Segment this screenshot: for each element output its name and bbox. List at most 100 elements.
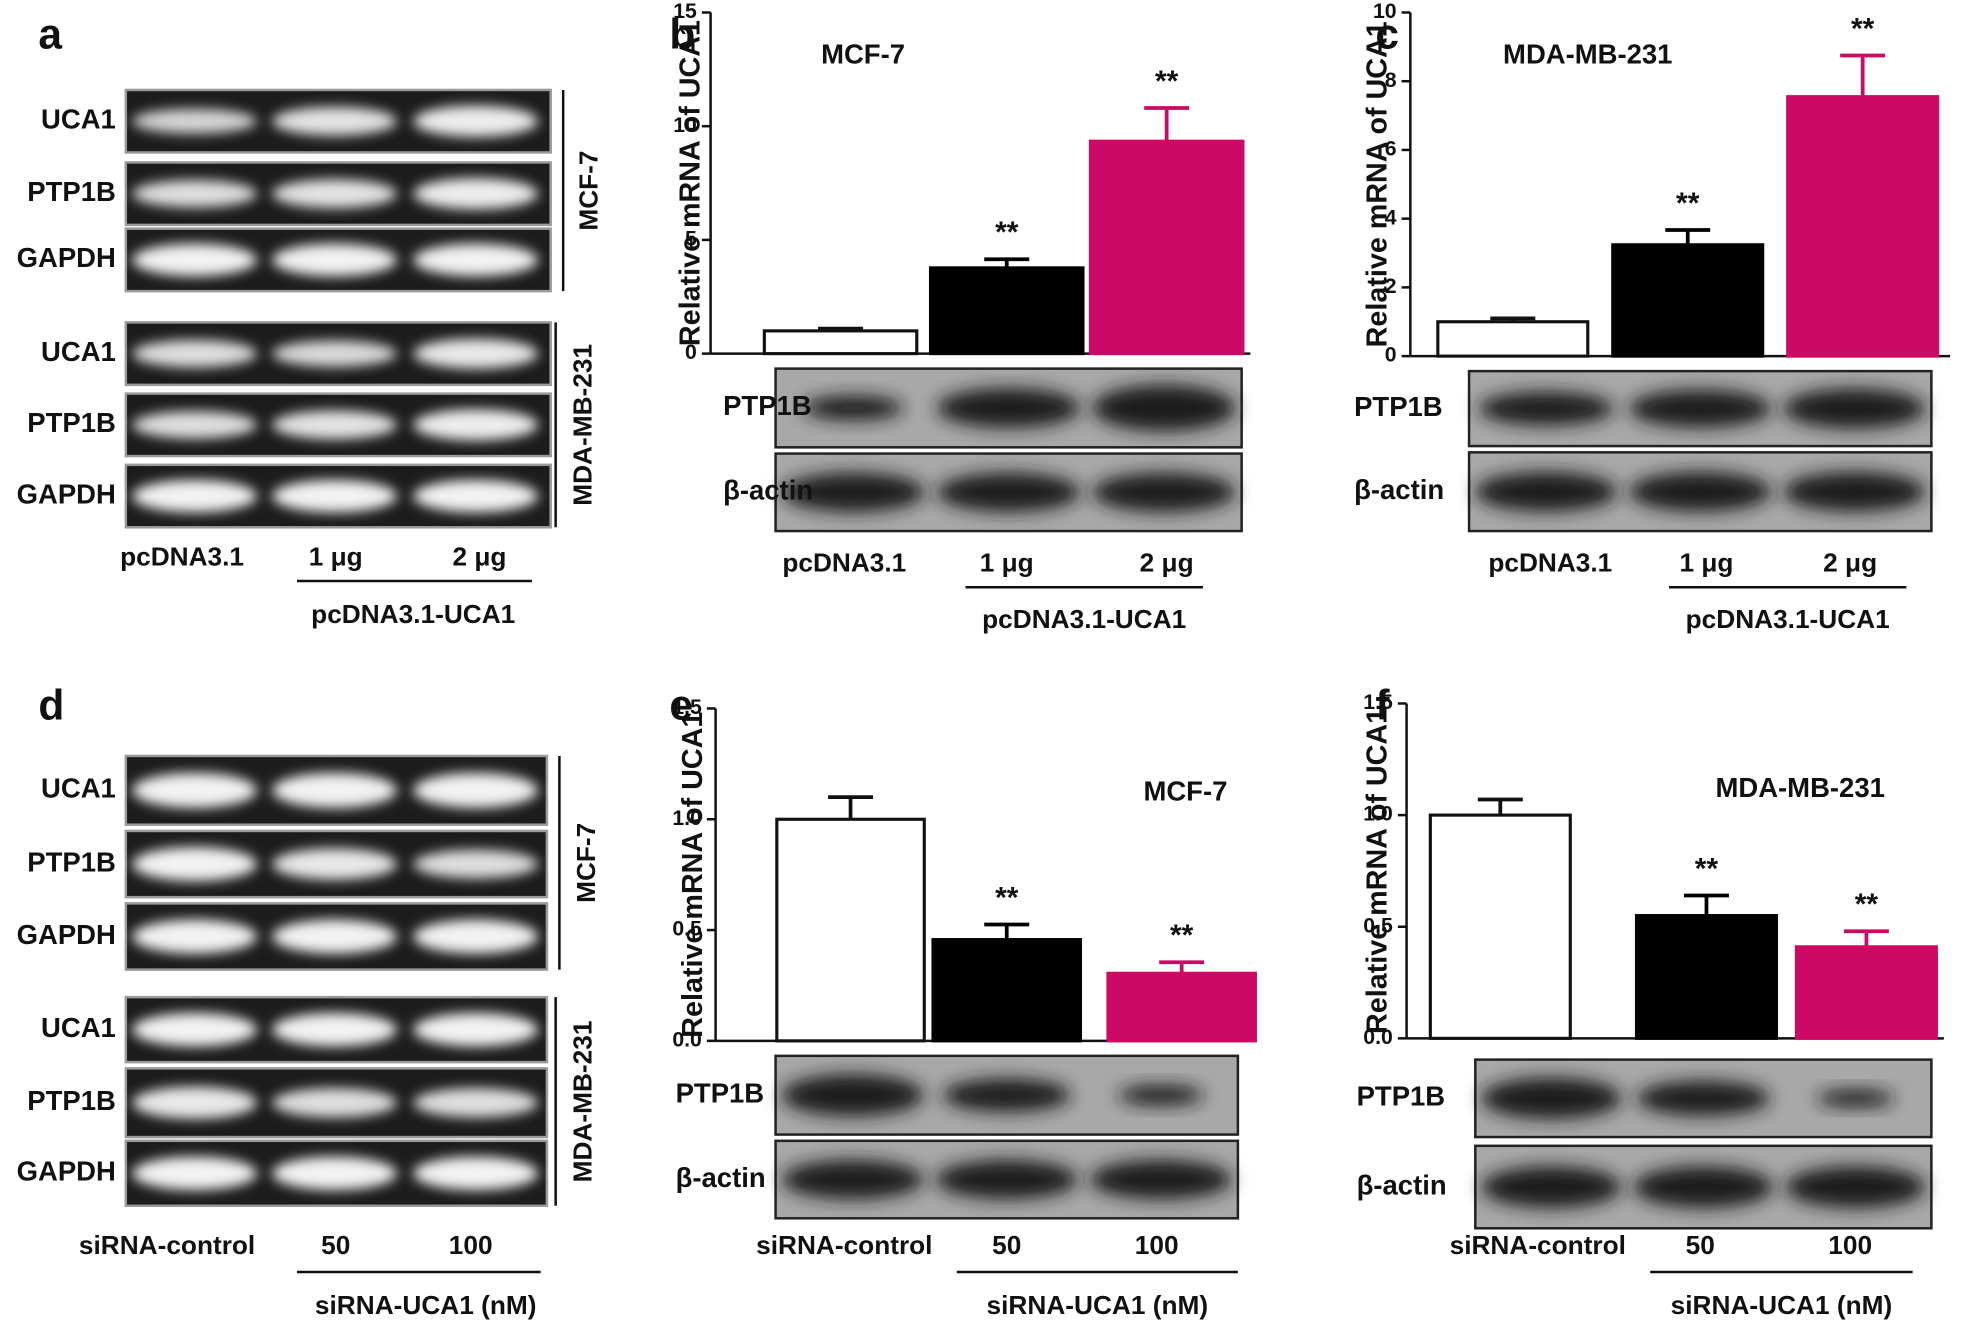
lane-label: siRNA-control bbox=[79, 1230, 255, 1260]
gel-band bbox=[132, 479, 258, 513]
blot-band bbox=[1783, 471, 1926, 512]
chart-annotation: MDA-MB-231 bbox=[1503, 38, 1672, 69]
gel-band bbox=[413, 1156, 539, 1191]
x-tick-label: pcDNA3.1 bbox=[1488, 548, 1612, 578]
y-tick-label: 1.0 bbox=[1363, 802, 1393, 826]
significance-mark: ** bbox=[1851, 12, 1875, 45]
panel-letter: b bbox=[669, 12, 695, 59]
blot-band bbox=[942, 1078, 1071, 1112]
gel-band bbox=[132, 339, 258, 368]
gel-band bbox=[413, 1012, 539, 1047]
significance-mark: ** bbox=[995, 881, 1019, 914]
gel-band bbox=[132, 243, 258, 277]
row-label: GAPDH bbox=[17, 919, 116, 950]
blot-band bbox=[1089, 1160, 1232, 1200]
blot-band bbox=[1474, 471, 1618, 512]
gel-band bbox=[272, 340, 397, 367]
lane-label: 2 μg bbox=[452, 541, 506, 571]
blot-band bbox=[781, 1160, 924, 1200]
y-axis-label: Relative mRNA of UCA1 bbox=[1362, 708, 1394, 1034]
blot-band bbox=[1118, 1085, 1204, 1106]
lane-label: 100 bbox=[449, 1230, 493, 1260]
lane-label: 1 μg bbox=[309, 541, 363, 571]
y-axis-label: Relative mRNA of UCA1 bbox=[1362, 21, 1394, 347]
panel-letter: d bbox=[38, 683, 64, 730]
x-tick-label: 2 μg bbox=[1140, 548, 1194, 578]
gel-band bbox=[413, 479, 539, 513]
treatment-label: pcDNA3.1-UCA1 bbox=[311, 599, 515, 629]
treatment-label: pcDNA3.1-UCA1 bbox=[982, 604, 1186, 634]
blot-band bbox=[1481, 1166, 1622, 1208]
gel-band bbox=[272, 848, 397, 880]
gel-band bbox=[413, 105, 539, 137]
y-tick-label: 0.5 bbox=[1363, 913, 1393, 937]
x-tick-label: siRNA-control bbox=[756, 1230, 932, 1260]
blot-label: β-actin bbox=[723, 475, 813, 506]
gel-band bbox=[272, 179, 397, 209]
gel-band bbox=[132, 772, 258, 808]
row-label: UCA1 bbox=[41, 103, 116, 134]
gel-band bbox=[132, 411, 258, 439]
gel-band bbox=[413, 338, 539, 369]
x-tick-label: 100 bbox=[1135, 1230, 1179, 1260]
panel-letter: c bbox=[1375, 12, 1399, 59]
bar bbox=[1088, 139, 1245, 356]
blot-band bbox=[1636, 1080, 1771, 1116]
row-label: PTP1B bbox=[27, 407, 116, 438]
gel-band bbox=[132, 108, 258, 134]
y-tick-label: 15 bbox=[673, 0, 697, 23]
gel-band bbox=[272, 1012, 397, 1047]
gel-band bbox=[413, 919, 539, 954]
blot-band bbox=[936, 472, 1081, 512]
blot-band bbox=[1785, 1166, 1926, 1208]
bar bbox=[1106, 971, 1257, 1043]
row-label: GAPDH bbox=[17, 478, 116, 509]
gel-band bbox=[272, 479, 397, 513]
blot-band bbox=[1816, 1089, 1894, 1108]
gel-band bbox=[272, 243, 397, 277]
bar bbox=[928, 266, 1085, 356]
y-tick-label: 0 bbox=[685, 340, 697, 364]
bar bbox=[1634, 914, 1779, 1040]
x-tick-label: siRNA-control bbox=[1450, 1230, 1626, 1260]
gel-band bbox=[132, 179, 258, 208]
significance-mark: ** bbox=[1170, 919, 1194, 952]
y-axis-label: Relative mRNA of UCA1 bbox=[674, 20, 706, 346]
significance-mark: ** bbox=[1676, 187, 1700, 220]
significance-mark: ** bbox=[1155, 65, 1179, 98]
gel-band bbox=[272, 919, 397, 954]
gel-band bbox=[413, 178, 539, 210]
gel-band bbox=[132, 847, 258, 882]
gel-band bbox=[413, 1087, 539, 1118]
y-axis-label: Relative mRNA of UCA1 bbox=[677, 712, 709, 1038]
gel-band bbox=[132, 1086, 258, 1119]
bar bbox=[1786, 95, 1940, 358]
group-label: MCF-7 bbox=[571, 823, 601, 903]
row-label: PTP1B bbox=[27, 846, 116, 877]
y-tick-label: 1.0 bbox=[672, 806, 702, 830]
lane-label: 50 bbox=[321, 1230, 350, 1260]
group-label: MDA-MB-231 bbox=[567, 1021, 597, 1183]
x-tick-label: pcDNA3.1 bbox=[782, 548, 906, 578]
panel-letter: f bbox=[1375, 683, 1390, 730]
blot-band bbox=[935, 1160, 1078, 1200]
y-tick-label: 4 bbox=[1385, 205, 1397, 229]
group-label: MDA-MB-231 bbox=[567, 344, 597, 506]
significance-mark: ** bbox=[995, 216, 1019, 249]
bar bbox=[762, 329, 919, 356]
blot-label: PTP1B bbox=[723, 390, 812, 421]
blot-band bbox=[1092, 384, 1236, 432]
row-label: GAPDH bbox=[17, 1156, 116, 1187]
significance-mark: ** bbox=[1695, 852, 1719, 885]
treatment-label: siRNA-UCA1 (nM) bbox=[1671, 1290, 1893, 1320]
y-tick-label: 0 bbox=[1385, 343, 1397, 367]
blot-label: PTP1B bbox=[1357, 1081, 1446, 1112]
gel-band bbox=[413, 409, 539, 441]
bar bbox=[931, 938, 1083, 1043]
blot-band bbox=[1478, 391, 1614, 426]
significance-mark: ** bbox=[1855, 888, 1879, 921]
gel-band bbox=[272, 1087, 397, 1118]
blot-band bbox=[781, 472, 925, 512]
group-label: MCF-7 bbox=[574, 150, 604, 230]
blot-band bbox=[781, 1074, 924, 1117]
